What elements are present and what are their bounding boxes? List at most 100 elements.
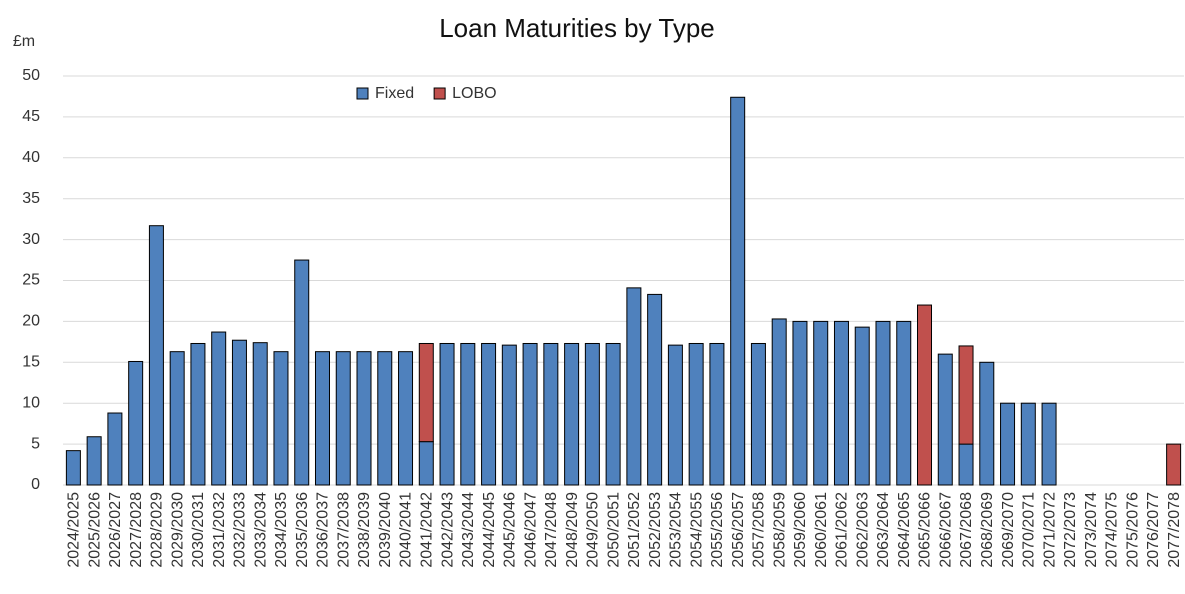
y-tick-label: 35 (22, 190, 40, 207)
bar-segment (750, 342, 766, 486)
x-tick-label: 2073/2074 (1083, 492, 1100, 568)
x-tick-label: 2029/2030 (169, 492, 186, 568)
x-tick-label: 2059/2060 (792, 492, 809, 568)
x-tick-label: 2031/2032 (211, 492, 228, 568)
x-tick-label: 2030/2031 (190, 492, 207, 568)
bar-segment (833, 320, 849, 486)
x-tick-label: 2039/2040 (377, 492, 394, 568)
x-tick-label: 2060/2061 (813, 492, 830, 568)
x-tick-label: 2034/2035 (273, 492, 290, 568)
bar-segment (481, 342, 497, 486)
bar-segment (813, 320, 829, 486)
x-tick-label: 2036/2037 (315, 492, 332, 568)
x-tick-label: 2042/2043 (439, 492, 456, 568)
y-tick-label: 25 (22, 272, 40, 289)
bar-segment (460, 342, 476, 486)
bar-segment (128, 360, 144, 486)
y-tick-label: 0 (31, 476, 40, 493)
legend-label: LOBO (452, 85, 496, 102)
bar-segment (294, 259, 310, 486)
x-tick-label: 2051/2052 (626, 492, 643, 568)
x-tick-label: 2025/2026 (86, 492, 103, 568)
x-tick-label: 2063/2064 (875, 492, 892, 568)
x-tick-label: 2043/2044 (460, 492, 477, 568)
y-tick-label: 40 (22, 149, 40, 166)
x-tick-label: 2062/2063 (854, 492, 871, 568)
bar-segment (792, 320, 808, 486)
bar-segment (1166, 443, 1182, 486)
y-tick-label: 30 (22, 231, 40, 248)
bar-segment (1000, 402, 1016, 486)
bar-segment (709, 342, 725, 486)
x-tick-label: 2041/2042 (419, 492, 436, 568)
legend-label: Fixed (375, 85, 414, 102)
x-tick-label: 2038/2039 (356, 492, 373, 568)
x-tick-label: 2027/2028 (128, 492, 145, 568)
bar-segment (273, 351, 289, 486)
bar-segment (730, 96, 746, 486)
x-tick-label: 2067/2068 (958, 492, 975, 568)
bar-segment (958, 345, 974, 445)
x-tick-label: 2070/2071 (1021, 492, 1038, 568)
bar-segment (501, 344, 517, 486)
x-tick-label: 2024/2025 (66, 492, 83, 568)
bar-segment (148, 225, 164, 486)
x-tick-label: 2045/2046 (502, 492, 519, 568)
x-tick-label: 2056/2057 (730, 492, 747, 568)
bar-segment (1020, 402, 1036, 486)
bar-segment (377, 351, 393, 486)
y-tick-label: 15 (22, 354, 40, 371)
y-tick-label: 50 (22, 67, 40, 84)
legend-swatch (356, 87, 369, 100)
bar-segment (107, 412, 123, 486)
x-tick-label: 2037/2038 (335, 492, 352, 568)
x-tick-label: 2035/2036 (294, 492, 311, 568)
x-tick-label: 2026/2027 (107, 492, 124, 568)
y-axis-label: £m (13, 33, 35, 50)
x-tick-label: 2077/2078 (1166, 492, 1183, 568)
bar-segment (252, 342, 268, 486)
x-tick-label: 2064/2065 (896, 492, 913, 568)
bar-segment (605, 342, 621, 486)
bar-segment (522, 342, 538, 486)
chart-title: Loan Maturities by Type (439, 13, 715, 43)
x-tick-label: 2066/2067 (937, 492, 954, 568)
x-tick-label: 2032/2033 (232, 492, 249, 568)
bar-segment (398, 351, 414, 486)
bar-segment (1041, 402, 1057, 486)
bar-segment (65, 450, 81, 486)
bar-segment (211, 331, 227, 486)
x-tick-label: 2071/2072 (1041, 492, 1058, 568)
bar-segment (584, 342, 600, 486)
y-tick-label: 10 (22, 394, 40, 411)
bar-segment (958, 443, 974, 486)
y-tick-label: 45 (22, 108, 40, 125)
bar-segment (418, 441, 434, 486)
x-tick-label: 2072/2073 (1062, 492, 1079, 568)
x-tick-label: 2076/2077 (1145, 492, 1162, 568)
x-tick-label: 2048/2049 (564, 492, 581, 568)
x-tick-label: 2058/2059 (771, 492, 788, 568)
bar-segment (314, 351, 330, 486)
bar-segment (937, 353, 953, 486)
x-tick-label: 2065/2066 (917, 492, 934, 568)
x-tick-label: 2050/2051 (605, 492, 622, 568)
bar-segment (356, 351, 372, 486)
y-tick-label: 5 (31, 435, 40, 452)
x-tick-label: 2074/2075 (1104, 492, 1121, 568)
bar-segment (169, 351, 185, 486)
x-tick-label: 2069/2070 (1000, 492, 1017, 568)
bar-segment (667, 344, 683, 486)
bar-segment (335, 351, 351, 486)
x-tick-label: 2075/2076 (1124, 492, 1141, 568)
bar-segment (979, 361, 995, 486)
x-tick-label: 2055/2056 (709, 492, 726, 568)
x-tick-label: 2061/2062 (834, 492, 851, 568)
bar-segment (564, 342, 580, 486)
bar-segment (647, 293, 663, 486)
x-tick-label: 2068/2069 (979, 492, 996, 568)
x-tick-label: 2028/2029 (149, 492, 166, 568)
x-tick-label: 2046/2047 (522, 492, 539, 568)
x-tick-label: 2053/2054 (668, 492, 685, 568)
